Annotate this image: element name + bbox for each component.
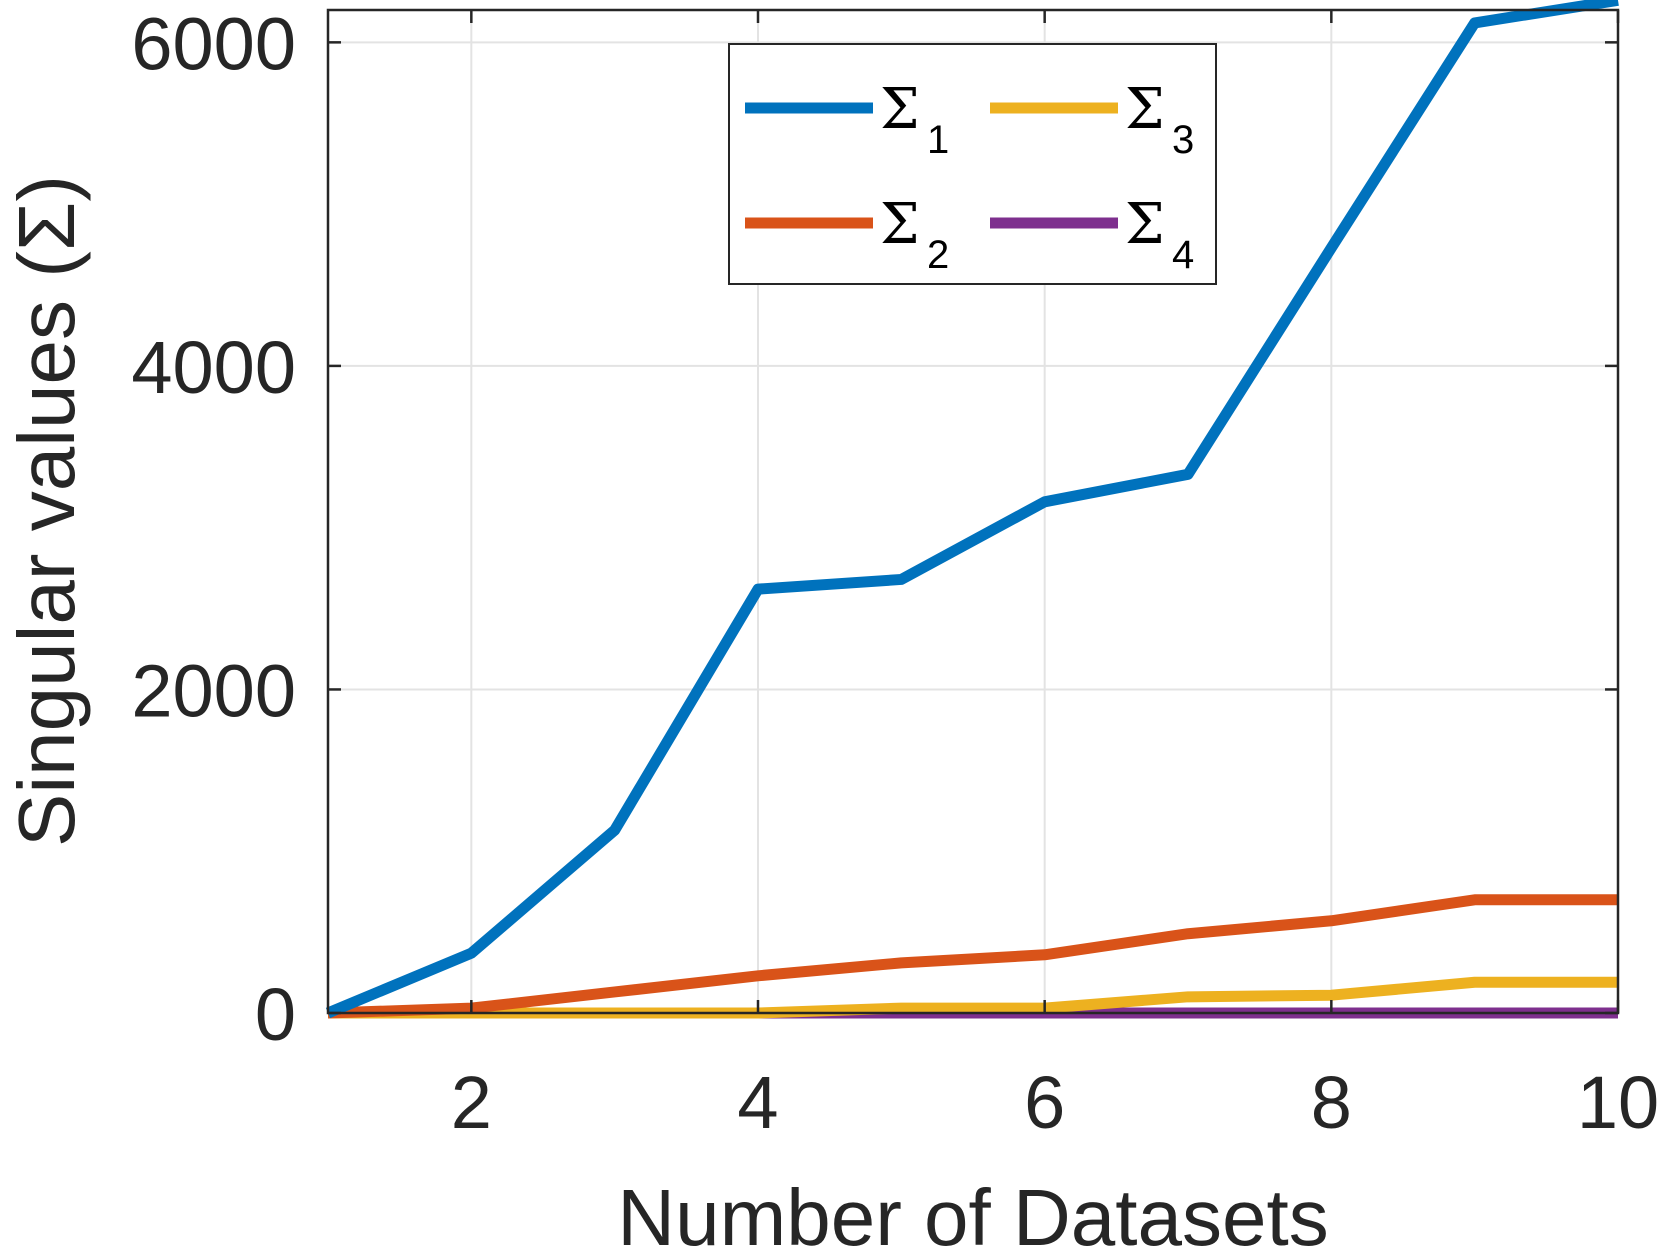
legend-subscript-sigma-2: 2 bbox=[927, 233, 949, 277]
x-tick-label: 2 bbox=[451, 1061, 492, 1144]
legend-label-sigma-4: Σ bbox=[1125, 192, 1165, 257]
legend-subscript-sigma-3: 3 bbox=[1172, 118, 1194, 162]
x-tick-label: 10 bbox=[1577, 1061, 1659, 1144]
y-tick-label: 0 bbox=[255, 973, 296, 1056]
series-line-sigma-1 bbox=[325, 0, 1619, 1019]
legend-label-sigma-3: Σ bbox=[1125, 77, 1165, 142]
legend-subscript-sigma-4: 4 bbox=[1172, 233, 1194, 277]
legend-box bbox=[728, 43, 1217, 285]
x-tick-label: 8 bbox=[1311, 1061, 1352, 1144]
x-tick-label: 4 bbox=[737, 1061, 778, 1144]
y-axis-label: Singular values (Σ) bbox=[2, 175, 91, 847]
plot-frame bbox=[326, 8, 1620, 1015]
tick-labels: 2 4 6 8 10 0 2000 4000 6000 bbox=[131, 2, 1659, 1144]
series-line-sigma-2 bbox=[327, 894, 1618, 1019]
x-tick-label: 6 bbox=[1024, 1061, 1065, 1144]
y-tick-label: 6000 bbox=[131, 2, 296, 85]
legend-label-sigma-1: Σ bbox=[880, 77, 920, 142]
y-tick-label: 4000 bbox=[131, 326, 296, 409]
legend: Σ 1Σ 2Σ 3Σ 4 bbox=[728, 43, 1217, 285]
legend-subscript-sigma-1: 1 bbox=[927, 118, 949, 162]
y-tick-label: 2000 bbox=[131, 649, 296, 732]
x-axis-label: Number of Datasets bbox=[617, 1173, 1328, 1251]
legend-label-sigma-2: Σ bbox=[880, 192, 920, 257]
axis-ticks bbox=[328, 10, 1620, 1015]
